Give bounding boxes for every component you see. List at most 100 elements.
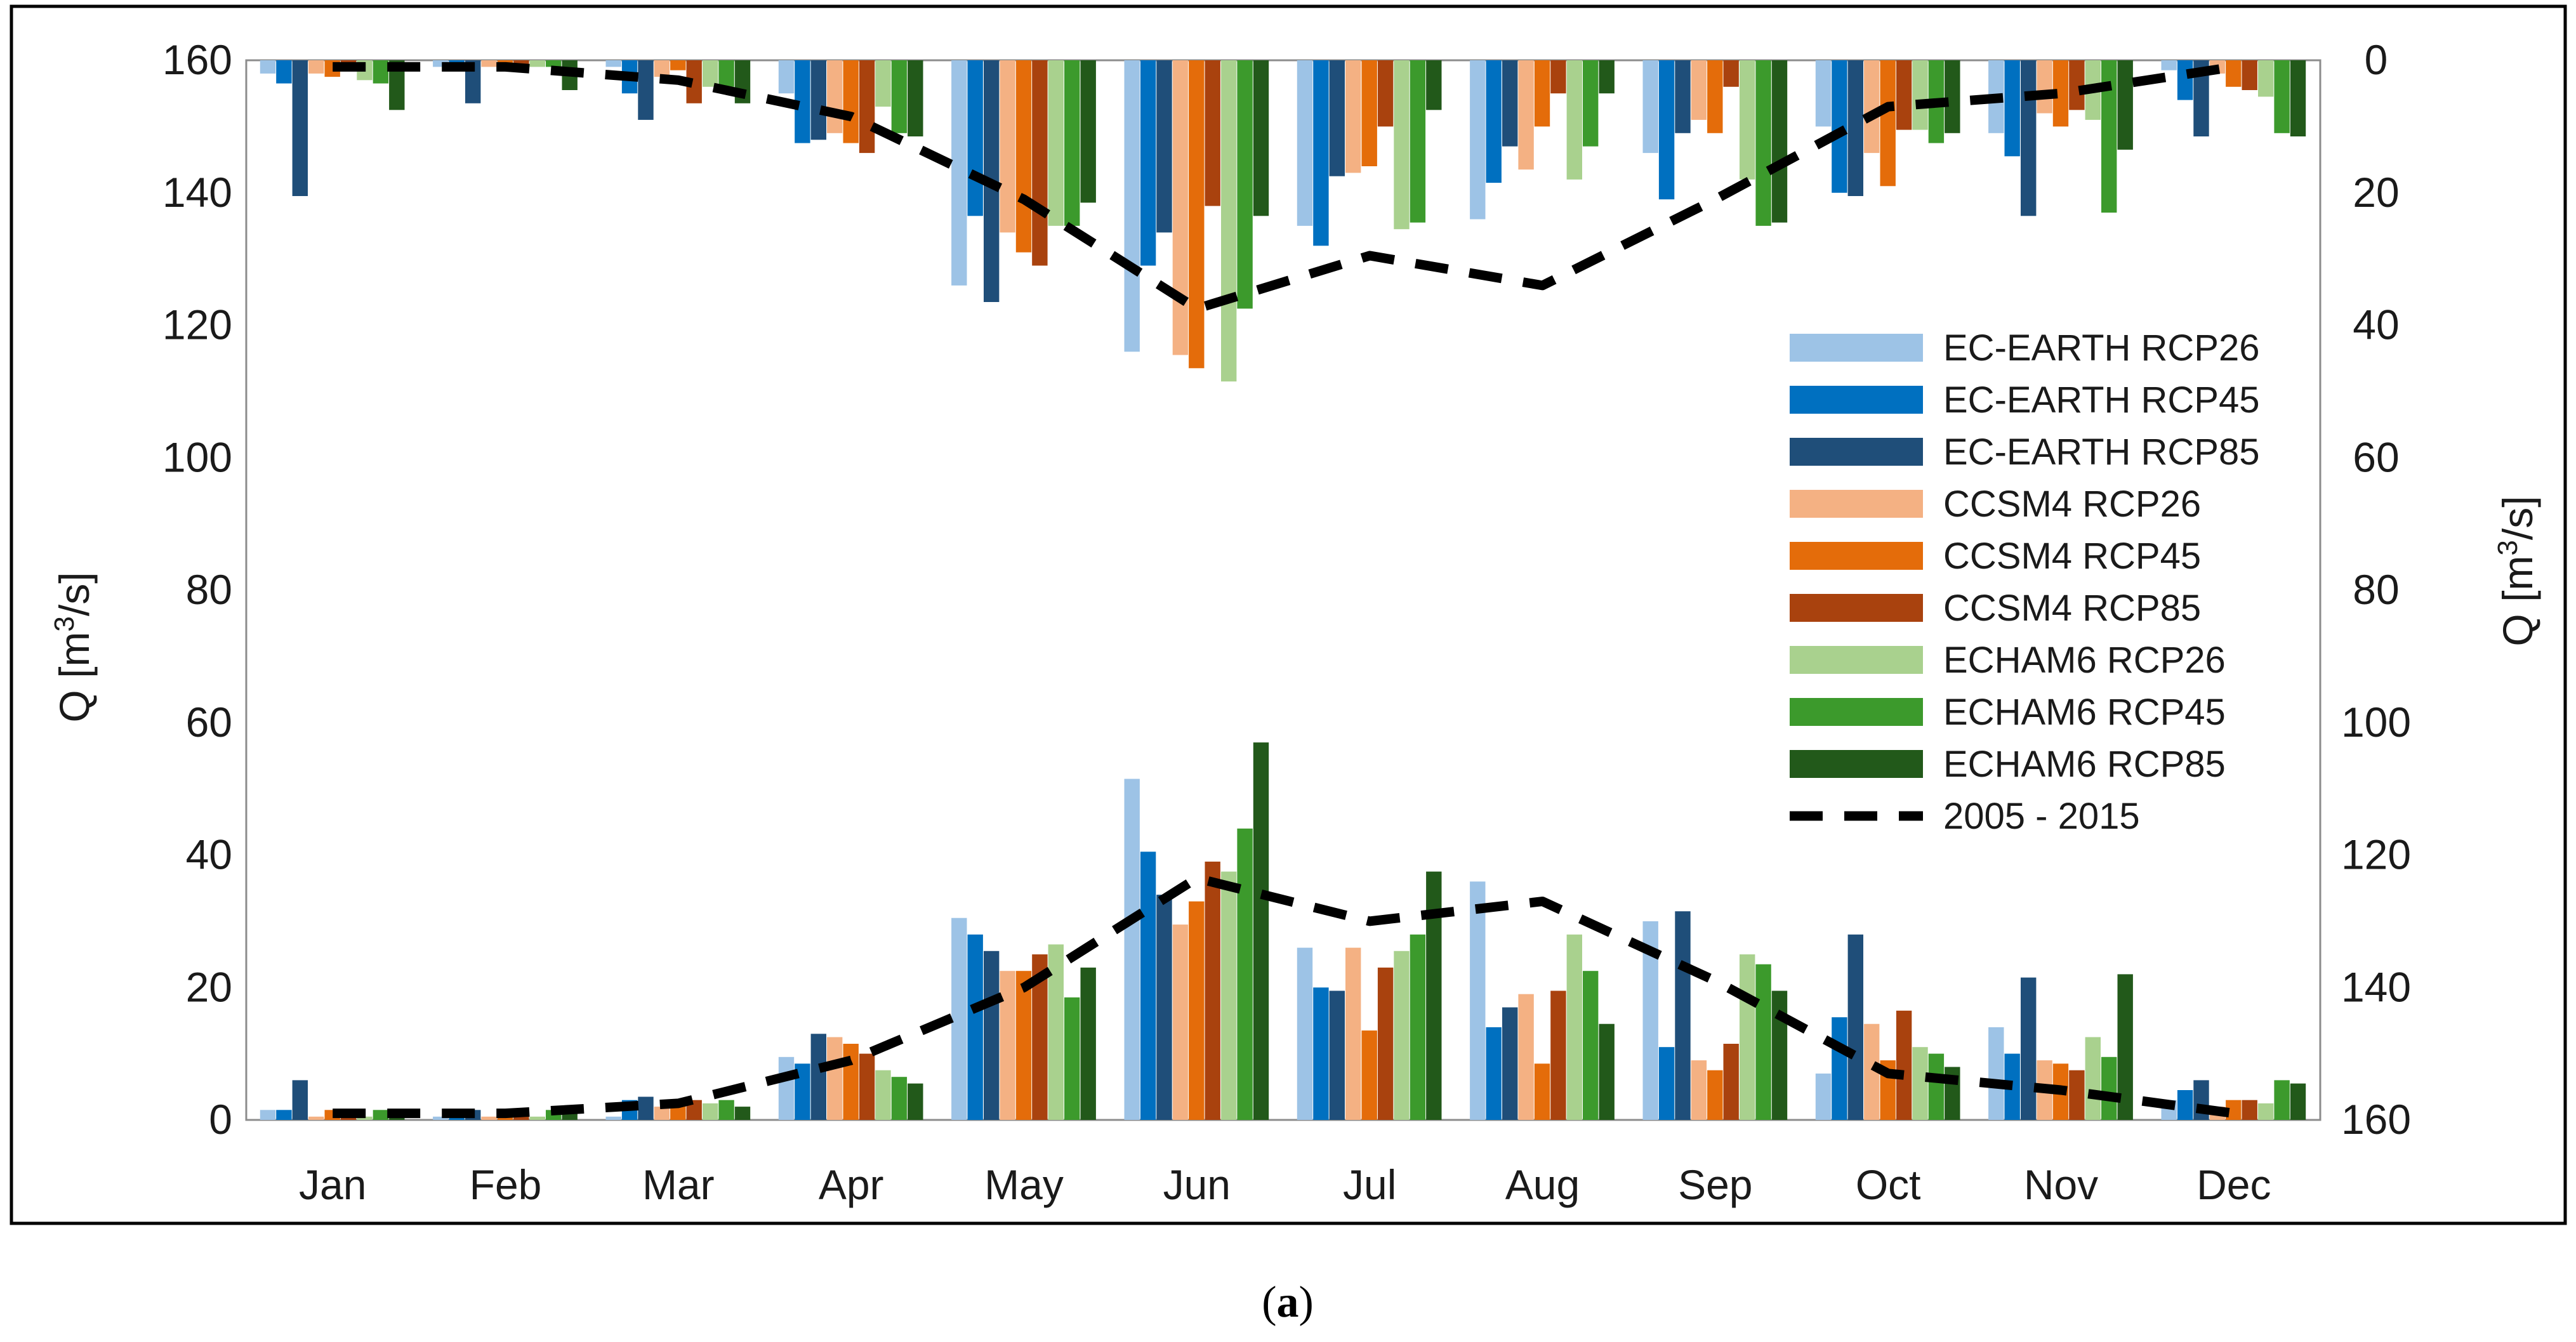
top-bar-jan-0 bbox=[260, 60, 276, 74]
top-bar-aug-2 bbox=[1502, 60, 1518, 147]
top-bar-jul-6 bbox=[1394, 60, 1410, 230]
bottom-bar-jun-3 bbox=[1172, 924, 1189, 1120]
top-bar-jan-1 bbox=[276, 60, 292, 84]
right-tick-0: 0 bbox=[2365, 36, 2388, 83]
bottom-bar-dec-1 bbox=[2177, 1090, 2193, 1120]
top-bar-apr-3 bbox=[827, 60, 843, 133]
bottom-bar-mar-6 bbox=[703, 1103, 718, 1120]
bottom-bar-dec-7 bbox=[2274, 1080, 2290, 1120]
legend-label-3: CCSM4 RCP26 bbox=[1943, 484, 2201, 525]
bottom-bar-apr-8 bbox=[908, 1083, 923, 1120]
bottom-bar-sep-6 bbox=[1740, 954, 1755, 1120]
legend-swatch-4 bbox=[1790, 542, 1923, 570]
bottom-bar-oct-1 bbox=[1832, 1017, 1847, 1120]
top-bar-jul-5 bbox=[1377, 60, 1394, 127]
bottom-bar-jan-3 bbox=[308, 1116, 324, 1120]
y-axis-right-title: Q [m3/s] bbox=[2492, 496, 2541, 646]
y-axis-left-title-sup: 3 bbox=[49, 616, 80, 631]
top-bar-may-3 bbox=[1000, 60, 1015, 233]
top-bar-jun-7 bbox=[1237, 60, 1253, 309]
bottom-bar-jun-8 bbox=[1253, 742, 1269, 1120]
bottom-bar-apr-0 bbox=[778, 1056, 795, 1120]
top-bar-dec-8 bbox=[2290, 60, 2306, 136]
bottom-bar-jan-0 bbox=[260, 1110, 276, 1120]
bottom-bar-jul-3 bbox=[1345, 947, 1361, 1120]
left-tick-140: 140 bbox=[162, 169, 232, 216]
bottom-bar-may-3 bbox=[1000, 971, 1015, 1120]
bottom-bar-mar-7 bbox=[718, 1100, 734, 1120]
bottom-bar-feb-0 bbox=[433, 1116, 449, 1120]
top-bar-aug-1 bbox=[1486, 60, 1502, 183]
top-bar-oct-0 bbox=[1815, 60, 1832, 127]
bottom-bar-may-2 bbox=[984, 951, 1000, 1120]
top-bar-dec-4 bbox=[2226, 60, 2242, 87]
bottom-bar-nov-0 bbox=[1988, 1027, 2004, 1120]
top-bar-jun-3 bbox=[1172, 60, 1189, 355]
legend-swatch-7 bbox=[1790, 698, 1923, 726]
right-tick-100: 100 bbox=[2341, 699, 2411, 746]
bottom-bar-sep-7 bbox=[1755, 964, 1771, 1120]
bottom-bar-sep-5 bbox=[1723, 1044, 1739, 1120]
top-bar-jul-8 bbox=[1426, 60, 1442, 110]
bottom-bar-jun-6 bbox=[1221, 871, 1237, 1120]
legend: EC-EARTH RCP26 EC-EARTH RCP45 EC-EARTH RCP… bbox=[1790, 327, 2260, 837]
bottom-bar-sep-1 bbox=[1658, 1047, 1675, 1120]
left-tick-0: 0 bbox=[209, 1096, 232, 1143]
bottom-baseline-line bbox=[333, 873, 2235, 1119]
top-bar-may-7 bbox=[1064, 60, 1080, 226]
bottom-bar-aug-5 bbox=[1550, 990, 1566, 1120]
x-tick-jul: Jul bbox=[1343, 1161, 1396, 1208]
top-bar-aug-3 bbox=[1518, 60, 1534, 170]
y-axis-left-title: Q [m3/s] bbox=[49, 572, 98, 722]
bottom-bar-jun-7 bbox=[1237, 828, 1253, 1121]
top-bar-may-6 bbox=[1048, 60, 1064, 226]
bottom-bar-oct-0 bbox=[1815, 1073, 1832, 1120]
bottom-bar-feb-4 bbox=[497, 1116, 513, 1120]
top-bar-apr-6 bbox=[875, 60, 891, 107]
x-axis-tick-labels: Jan Feb Mar Apr May Jun Jul Aug Sep Oct Nov Dec bbox=[299, 1161, 2271, 1208]
top-bar-aug-5 bbox=[1550, 60, 1566, 94]
bottom-bar-feb-6 bbox=[529, 1116, 545, 1120]
bottom-bar-jul-7 bbox=[1410, 934, 1426, 1121]
top-bar-mar-3 bbox=[654, 60, 670, 77]
top-bar-dec-1 bbox=[2177, 60, 2193, 100]
bottom-bar-jan-6 bbox=[357, 1116, 373, 1120]
bottom-bar-jun-5 bbox=[1205, 861, 1220, 1120]
top-bar-oct-6 bbox=[1912, 60, 1928, 130]
top-bar-feb-6 bbox=[529, 60, 545, 67]
plot-border bbox=[245, 59, 2322, 1121]
top-bar-nov-2 bbox=[2021, 60, 2037, 216]
bottom-bar-sep-4 bbox=[1707, 1070, 1723, 1120]
bottom-bar-nov-7 bbox=[2101, 1056, 2117, 1120]
bottom-bar-apr-7 bbox=[891, 1077, 908, 1120]
bottom-bar-aug-8 bbox=[1599, 1023, 1615, 1120]
top-bar-may-8 bbox=[1080, 60, 1096, 203]
bottom-bar-jun-1 bbox=[1140, 852, 1156, 1120]
legend-label-1: EC-EARTH RCP45 bbox=[1943, 379, 2260, 421]
legend-swatch-3 bbox=[1790, 490, 1923, 518]
legend-label-5: CCSM4 RCP85 bbox=[1943, 588, 2201, 629]
left-tick-160: 160 bbox=[162, 36, 232, 83]
top-bar-mar-2 bbox=[638, 60, 654, 120]
legend-label-6: ECHAM6 RCP26 bbox=[1943, 640, 2226, 681]
bottom-bar-oct-6 bbox=[1912, 1047, 1928, 1120]
bottom-bar-apr-5 bbox=[859, 1053, 875, 1120]
legend-label-4: CCSM4 RCP45 bbox=[1943, 536, 2201, 577]
caption-close: ) bbox=[1299, 1278, 1314, 1327]
legend-swatch-1 bbox=[1790, 386, 1923, 414]
bottom-bar-jul-4 bbox=[1361, 1030, 1377, 1120]
right-tick-40: 40 bbox=[2353, 301, 2399, 348]
top-bar-aug-6 bbox=[1566, 60, 1582, 180]
x-tick-jun: Jun bbox=[1163, 1161, 1231, 1208]
bottom-bar-apr-2 bbox=[810, 1034, 826, 1120]
y-axis-left-title-prefix: Q [m bbox=[51, 632, 98, 723]
x-tick-may: May bbox=[984, 1161, 1064, 1208]
bottom-bar-aug-7 bbox=[1583, 971, 1599, 1120]
x-tick-apr: Apr bbox=[819, 1161, 884, 1208]
top-bar-sep-6 bbox=[1740, 60, 1755, 180]
bottom-bar-jan-5 bbox=[340, 1116, 357, 1120]
right-tick-120: 120 bbox=[2341, 831, 2411, 878]
bottom-bar-feb-5 bbox=[513, 1116, 529, 1120]
legend-label-0: EC-EARTH RCP26 bbox=[1943, 327, 2260, 369]
top-bar-dec-6 bbox=[2258, 60, 2274, 97]
